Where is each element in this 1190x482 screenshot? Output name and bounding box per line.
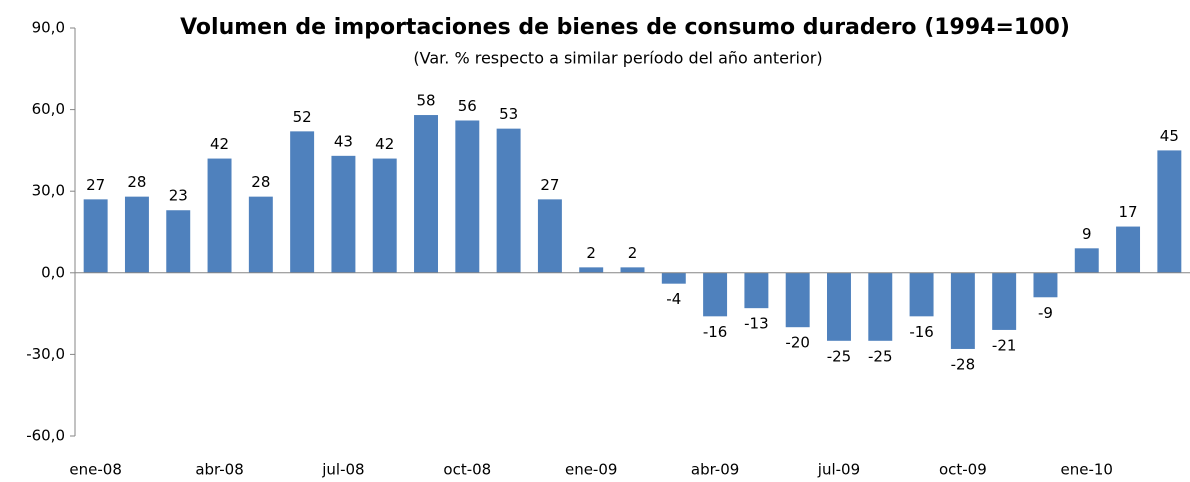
y-tick-label: 0,0: [41, 263, 65, 281]
bar: [620, 267, 645, 273]
data-label: 42: [375, 135, 394, 153]
x-tick-label: abr-08: [195, 461, 243, 479]
bar: [868, 272, 893, 341]
bar: [372, 158, 397, 273]
data-label: 27: [540, 176, 559, 194]
data-label: 45: [1160, 127, 1179, 145]
y-tick-label: -60,0: [26, 427, 65, 445]
bar: [579, 267, 604, 273]
y-tick-label: 30,0: [32, 182, 65, 200]
x-tick-label: jul-08: [321, 461, 364, 479]
bar: [703, 272, 728, 317]
data-label: -20: [785, 334, 810, 352]
bar: [248, 196, 273, 273]
y-tick-label: -30,0: [26, 345, 65, 363]
bar: [992, 272, 1017, 330]
bar: [166, 210, 191, 273]
data-label: 9: [1082, 225, 1092, 243]
bar: [1074, 248, 1099, 273]
data-label: -9: [1038, 304, 1053, 322]
data-label: 42: [210, 135, 229, 153]
y-tick-label: 90,0: [32, 19, 65, 37]
bar: [1116, 226, 1141, 273]
chart-title: Volumen de importaciones de bienes de co…: [180, 15, 1070, 40]
data-label: 2: [586, 244, 596, 262]
data-label: -25: [868, 347, 893, 365]
x-tick-label: oct-09: [939, 461, 987, 479]
bar: [124, 196, 149, 273]
data-label: -16: [909, 323, 934, 341]
bar: [414, 115, 438, 273]
bar: [909, 272, 934, 317]
bar: [331, 155, 356, 273]
data-label: 27: [86, 176, 105, 194]
data-label: 58: [416, 92, 435, 110]
data-label: -13: [744, 315, 769, 333]
data-label: 56: [458, 97, 477, 115]
x-tick-label: oct-08: [443, 461, 491, 479]
x-tick-label: ene-08: [69, 461, 121, 479]
data-label: 2: [628, 244, 638, 262]
data-label: -25: [827, 347, 852, 365]
bar: [785, 272, 810, 328]
chart-subtitle: (Var. % respecto a similar período del a…: [413, 49, 822, 68]
data-label: -21: [992, 336, 1017, 354]
x-tick-label: abr-09: [691, 461, 739, 479]
bar: [1033, 272, 1058, 298]
data-label: 28: [251, 173, 270, 191]
bar: [537, 199, 562, 273]
bar: [455, 120, 480, 273]
data-label: -28: [951, 355, 976, 373]
data-label: 53: [499, 105, 518, 123]
data-label: 17: [1119, 203, 1138, 221]
bar: [290, 131, 315, 273]
data-label: 23: [169, 187, 188, 205]
bar: [950, 272, 975, 349]
x-tick-label: jul-09: [817, 461, 860, 479]
bar: [1157, 150, 1182, 273]
bar: [661, 272, 686, 284]
x-tick-label: ene-10: [1061, 461, 1113, 479]
x-tick-label: ene-09: [565, 461, 617, 479]
bar: [207, 158, 232, 273]
bar: [827, 272, 851, 341]
data-label: -4: [666, 290, 681, 308]
data-label: 52: [293, 108, 312, 126]
bar: [83, 199, 108, 273]
data-label: 43: [334, 132, 353, 150]
data-label: 28: [127, 173, 146, 191]
y-tick-label: 60,0: [32, 100, 65, 118]
data-label: -16: [703, 323, 728, 341]
bar: [496, 128, 521, 273]
bar: [744, 272, 769, 309]
